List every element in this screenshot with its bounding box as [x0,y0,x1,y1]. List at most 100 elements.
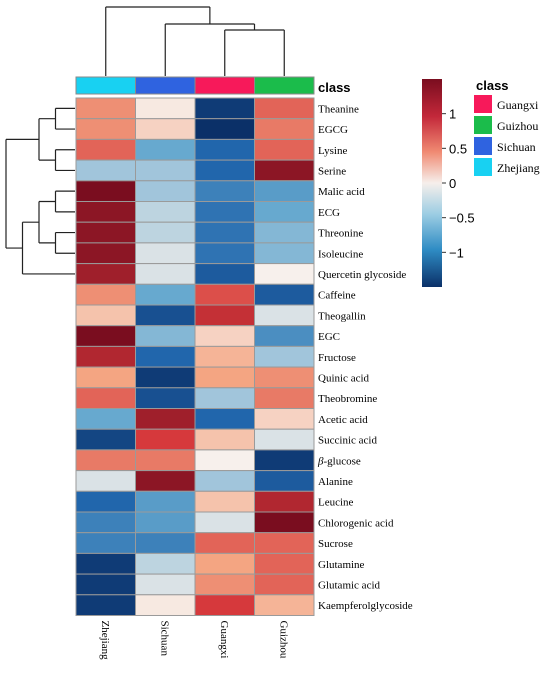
heatmap-cell [194,97,255,120]
heatmap-cell [254,118,315,140]
heatmap-cell [254,263,315,285]
class-legend: class Guangxi Guizhou Sichuan Zhejiang [474,78,540,176]
heatmap-cell [135,470,196,492]
row-label: Quinic acid [318,372,370,384]
heatmap-cell [135,387,196,409]
row-label: Glutamic acid [318,579,381,591]
row-dendrogram [5,107,75,275]
heatmap-cell [254,325,315,347]
legend-label: Guizhou [497,119,538,133]
heatmap-cell [194,428,255,451]
row-label: Succinic acid [318,435,377,447]
heatmap-cell [194,159,255,182]
heatmap-cell [254,387,315,409]
heatmap-cell [254,573,315,596]
heatmap-cell [194,366,255,389]
column-dendrogram [105,6,285,76]
heatmap-cell [75,325,136,347]
heatmap-cell [75,532,136,554]
colorbar-tick-label: −1 [449,245,464,260]
heatmap-cell [75,118,136,140]
colorbar-tick-label: 0.5 [449,141,467,156]
heatmap-cell [75,345,136,368]
legend-swatch [474,158,492,176]
heatmap-cell [194,408,255,430]
heatmap-cell [194,180,255,203]
heatmap-cell [194,573,255,596]
row-label: Theobromine [318,393,377,405]
heatmap-cell [135,304,196,327]
heatmap-cell [135,345,196,368]
column-label: Guangxi [218,621,230,659]
row-label: Threonine [318,228,363,240]
class-bar-label: class [318,80,351,95]
heatmap-cell [254,366,315,389]
row-label: Acetic acid [318,414,368,426]
heatmap-cell [75,387,136,409]
row-label: β-glucose [317,455,361,467]
legend-title: class [476,78,509,93]
heatmap-cell [194,387,255,409]
heatmap-cell [135,283,196,306]
heatmap-cell [135,263,196,285]
heatmap-cell [254,408,315,430]
legend-label: Zhejiang [497,161,540,175]
heatmap-cell [135,138,196,161]
row-label: EGC [318,331,340,343]
legend-swatch [474,137,492,155]
row-label: ECG [318,207,340,219]
heatmap-cell [135,573,196,596]
heatmap-cell [135,201,196,223]
heatmap-cell [135,242,196,265]
heatmap-cell [194,304,255,327]
heatmap-cell [194,242,255,265]
heatmap-cell [254,221,315,244]
heatmap-cell [254,532,315,554]
heatmap-cell [194,263,255,285]
row-label: Theanine [318,103,359,115]
heatmap-cell [75,408,136,430]
heatmap-cell [135,325,196,347]
heatmap-cell [75,511,136,534]
class-bar-cell [135,76,196,95]
row-label: Lysine [318,145,347,157]
legend-swatch [474,116,492,134]
heatmap-cell [75,428,136,451]
column-label: Zhejiang [99,621,111,661]
heatmap-cell [254,242,315,265]
heatmap-cell [135,552,196,575]
class-bar-cell [254,76,315,95]
row-label: Kaempferolglycoside [318,600,413,612]
heatmap-cell [254,428,315,451]
heatmap-cell [254,490,315,513]
heatmap-cell [194,325,255,347]
heatmap-cell [254,594,315,616]
heatmap-cell [75,449,136,472]
colorbar-tick-label: −0.5 [449,211,475,226]
heatmap-cell [254,97,315,120]
legend-swatch [474,95,492,113]
heatmap-cell [75,470,136,492]
class-bar-cell [194,76,255,95]
heatmap-cell [194,345,255,368]
colorbar-gradient [422,79,442,287]
legend-label: Guangxi [497,98,539,112]
heatmap-cell [75,159,136,182]
heatmap-cell [135,428,196,451]
heatmap-cell [135,97,196,120]
legend-label: Sichuan [497,140,536,154]
row-label: Leucine [318,497,354,509]
row-label: Glutamine [318,559,365,571]
heatmap-cell [194,449,255,472]
row-label: Alanine [318,476,353,488]
row-label: Fructose [318,352,356,364]
heatmap-cell [254,304,315,327]
heatmap-cell [254,552,315,575]
heatmap-cell [194,283,255,306]
heatmap-cell [75,594,136,616]
heatmap-cell [194,511,255,534]
row-label: Caffeine [318,290,356,302]
colorbar: 1 0.5 0 −0.5 −1 [422,79,475,287]
